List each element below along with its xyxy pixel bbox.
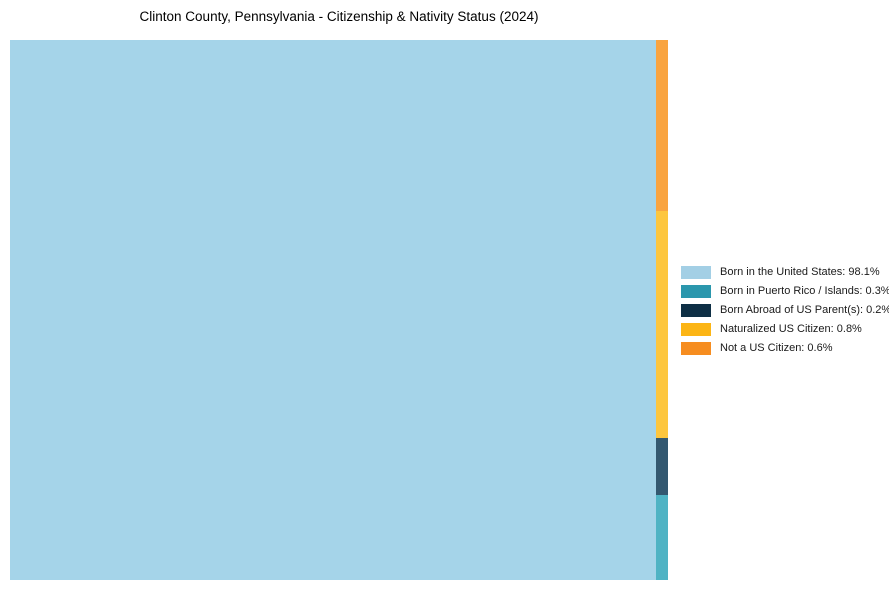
legend-item-naturalized-us-citizen[interactable]: Naturalized US Citizen: 0.8% <box>681 323 889 336</box>
legend-label: Not a US Citizen: 0.6% <box>720 342 833 354</box>
legend-swatch-born-abroad-of-us-parent-s <box>681 304 711 317</box>
legend-swatch-born-in-puerto-rico-islands <box>681 285 711 298</box>
legend-item-born-abroad-of-us-parent-s[interactable]: Born Abroad of US Parent(s): 0.2% <box>681 304 889 317</box>
treemap-tile-naturalized-us-citizen[interactable] <box>655 210 668 438</box>
legend-item-not-a-us-citizen[interactable]: Not a US Citizen: 0.6% <box>681 342 889 355</box>
legend-label: Naturalized US Citizen: 0.8% <box>720 323 862 335</box>
legend-label: Born in the United States: 98.1% <box>720 266 880 278</box>
legend-item-born-in-the-united-states[interactable]: Born in the United States: 98.1% <box>681 266 889 279</box>
treemap-tile-born-in-puerto-rico-islands[interactable] <box>655 494 668 581</box>
legend-swatch-naturalized-us-citizen <box>681 323 711 336</box>
treemap-strip-minor-categories <box>655 40 668 581</box>
legend-swatch-born-in-the-united-states <box>681 266 711 279</box>
treemap-tile-born-in-the-united-states[interactable] <box>10 40 656 580</box>
treemap-plot <box>10 40 668 581</box>
legend-label: Born in Puerto Rico / Islands: 0.3% <box>720 285 889 297</box>
treemap-tile-born-abroad-of-us-parent-s[interactable] <box>655 437 668 495</box>
legend: Born in the United States: 98.1% Born in … <box>681 266 889 355</box>
legend-label: Born Abroad of US Parent(s): 0.2% <box>720 304 889 316</box>
treemap-tile-not-a-us-citizen[interactable] <box>655 40 668 211</box>
chart-title: Clinton County, Pennsylvania - Citizensh… <box>139 9 539 24</box>
legend-item-born-in-puerto-rico-islands[interactable]: Born in Puerto Rico / Islands: 0.3% <box>681 285 889 298</box>
legend-swatch-not-a-us-citizen <box>681 342 711 355</box>
